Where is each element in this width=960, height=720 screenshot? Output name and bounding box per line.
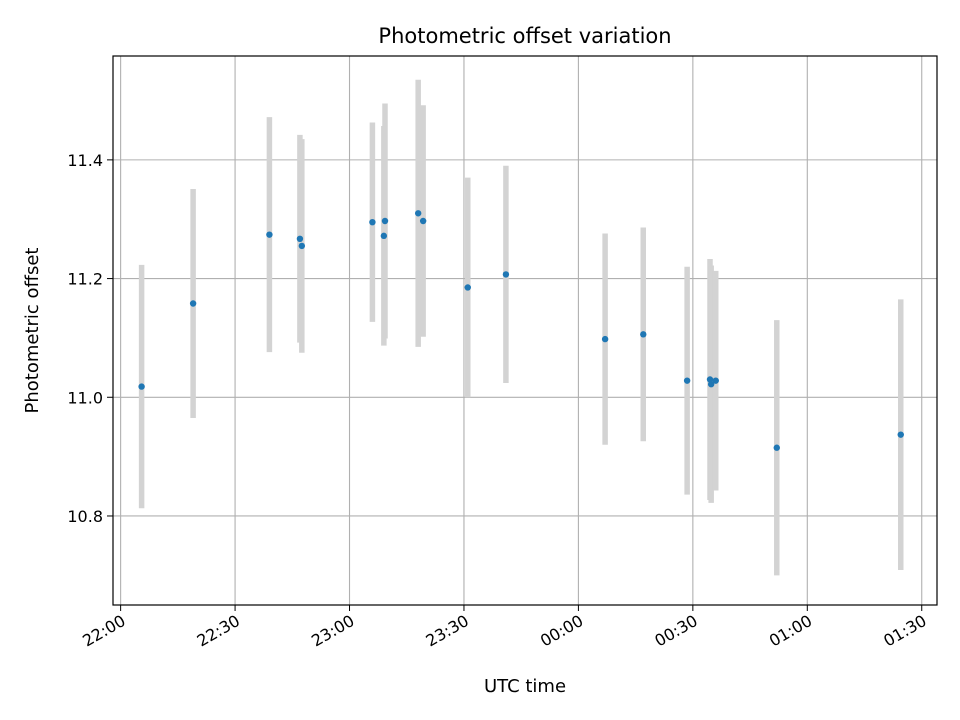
data-points: [138, 210, 904, 451]
x-axis-title: UTC time: [484, 676, 566, 697]
grid: [113, 56, 937, 605]
y-tick-label: 11.0: [67, 388, 103, 407]
data-point: [601, 335, 609, 343]
plot-frame: [112, 55, 938, 606]
data-point: [502, 271, 510, 278]
data-point: [266, 231, 273, 238]
y-tick-label: 11.4: [67, 151, 103, 170]
chart-title: Photometric offset variation: [378, 24, 671, 48]
data-point: [189, 300, 197, 307]
data-point: [369, 218, 376, 226]
data-point: [414, 210, 422, 217]
data-point: [897, 431, 904, 438]
data-point: [380, 232, 388, 240]
data-point: [298, 242, 306, 250]
data-point: [712, 377, 719, 384]
y-tick-label: 11.2: [67, 270, 103, 289]
y-axis: 10.8 11.0 11.2 11.4: [67, 151, 113, 526]
data-point: [138, 383, 145, 390]
data-point: [683, 377, 691, 384]
y-axis-title: Photometric offset: [22, 248, 43, 414]
data-point: [296, 235, 304, 243]
data-point: [464, 284, 471, 291]
data-point: [707, 381, 715, 388]
data-point: [773, 444, 780, 451]
data-point: [381, 217, 389, 225]
y-tick-label: 10.8: [67, 507, 103, 526]
data-point: [640, 331, 647, 338]
data-point: [419, 217, 427, 225]
